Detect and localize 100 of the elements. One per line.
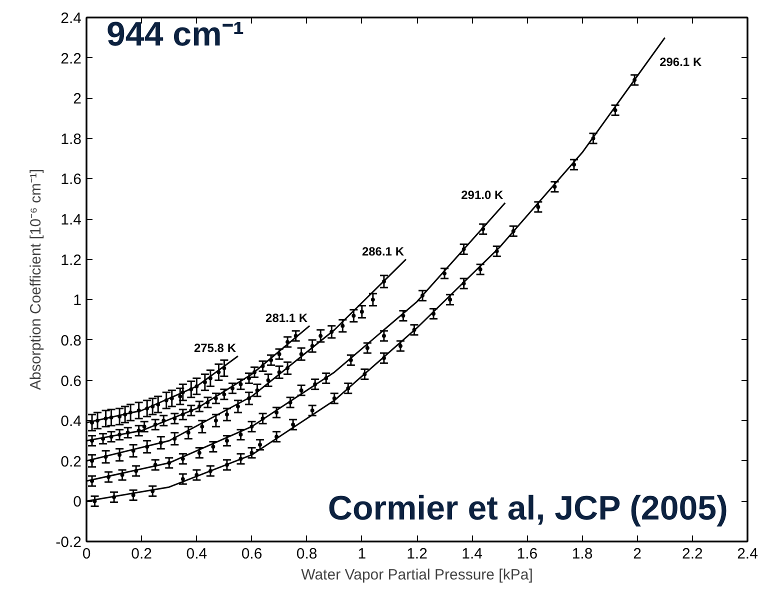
point bbox=[238, 432, 243, 437]
x-tick-label: 1.2 bbox=[406, 546, 428, 562]
annotation: Cormier et al, JCP (2005) bbox=[328, 490, 728, 528]
point bbox=[252, 370, 257, 374]
y-tick-label: 1.2 bbox=[60, 252, 82, 269]
point bbox=[123, 412, 128, 417]
point bbox=[382, 356, 386, 360]
point bbox=[104, 416, 108, 421]
point bbox=[420, 294, 425, 298]
y-tick-label: 0.2 bbox=[60, 453, 82, 470]
point bbox=[266, 378, 270, 382]
point bbox=[180, 477, 185, 482]
point bbox=[131, 448, 136, 453]
point bbox=[294, 334, 298, 338]
x-tick-label: 0.4 bbox=[186, 546, 208, 562]
point bbox=[552, 184, 557, 189]
y-tick-label: 0.4 bbox=[60, 413, 82, 430]
text: 296.1 K bbox=[660, 54, 702, 69]
point bbox=[255, 388, 260, 392]
y-axis-title: Absorption Coefficient [10⁻⁶ cm⁻¹] bbox=[28, 169, 45, 390]
point bbox=[274, 434, 279, 439]
point bbox=[172, 416, 177, 421]
point bbox=[118, 414, 122, 419]
point bbox=[324, 376, 328, 380]
point bbox=[106, 475, 111, 480]
point bbox=[90, 458, 94, 463]
point bbox=[206, 400, 210, 404]
point bbox=[145, 444, 150, 449]
point bbox=[412, 328, 416, 332]
point bbox=[365, 346, 370, 350]
point bbox=[360, 310, 364, 314]
point bbox=[158, 440, 163, 445]
x-tick-label: 2 bbox=[633, 546, 642, 562]
point bbox=[277, 370, 282, 374]
y-tick-label: 1.8 bbox=[60, 130, 82, 148]
point bbox=[269, 358, 274, 362]
point bbox=[511, 229, 516, 234]
point bbox=[200, 424, 204, 429]
point bbox=[224, 438, 229, 443]
point bbox=[164, 398, 168, 402]
x-tick-label: 1 bbox=[358, 546, 366, 562]
point bbox=[197, 450, 202, 455]
point bbox=[112, 495, 116, 500]
point bbox=[222, 392, 226, 396]
point bbox=[277, 352, 282, 356]
point bbox=[448, 298, 452, 302]
y-tick-label: 1 bbox=[73, 292, 82, 310]
point bbox=[153, 422, 158, 427]
point bbox=[118, 432, 122, 437]
text: 291.0 K bbox=[461, 188, 504, 202]
point bbox=[134, 468, 138, 473]
text: 286.1 K bbox=[362, 244, 404, 258]
point bbox=[150, 404, 155, 408]
point bbox=[462, 247, 466, 252]
x-tick-label: 2.4 bbox=[737, 546, 758, 562]
point bbox=[216, 370, 221, 374]
point bbox=[136, 428, 141, 433]
point bbox=[288, 400, 292, 404]
chart-title: 944 cm⁻¹ bbox=[106, 16, 244, 54]
point bbox=[260, 416, 265, 421]
series-label: 275.8 K bbox=[194, 341, 236, 356]
point bbox=[632, 78, 637, 82]
point bbox=[348, 358, 353, 362]
point bbox=[153, 462, 158, 467]
point bbox=[208, 468, 212, 473]
point bbox=[246, 396, 251, 400]
point bbox=[299, 388, 304, 392]
point bbox=[238, 382, 243, 386]
point bbox=[194, 384, 199, 388]
point bbox=[180, 456, 185, 461]
point bbox=[250, 450, 254, 455]
point bbox=[156, 402, 160, 406]
point bbox=[189, 387, 194, 392]
point bbox=[150, 489, 155, 494]
point bbox=[197, 404, 202, 408]
point bbox=[299, 352, 304, 356]
point bbox=[186, 430, 190, 435]
point bbox=[180, 412, 185, 417]
point bbox=[382, 280, 386, 284]
point bbox=[126, 430, 130, 435]
point bbox=[442, 271, 447, 276]
y-tick-label: 2.4 bbox=[60, 10, 82, 27]
point bbox=[142, 424, 146, 429]
point bbox=[96, 418, 100, 423]
point bbox=[92, 499, 97, 504]
point bbox=[180, 390, 185, 394]
point bbox=[236, 404, 240, 408]
point bbox=[224, 462, 229, 467]
point bbox=[310, 408, 314, 412]
point bbox=[90, 479, 94, 484]
point bbox=[313, 382, 318, 386]
point bbox=[330, 330, 334, 334]
point bbox=[118, 452, 122, 457]
point bbox=[194, 472, 199, 477]
point bbox=[481, 227, 486, 232]
point bbox=[362, 372, 367, 376]
point bbox=[382, 334, 386, 338]
point bbox=[224, 412, 229, 417]
x-tick-label: 1.8 bbox=[572, 546, 593, 562]
point bbox=[178, 394, 182, 398]
